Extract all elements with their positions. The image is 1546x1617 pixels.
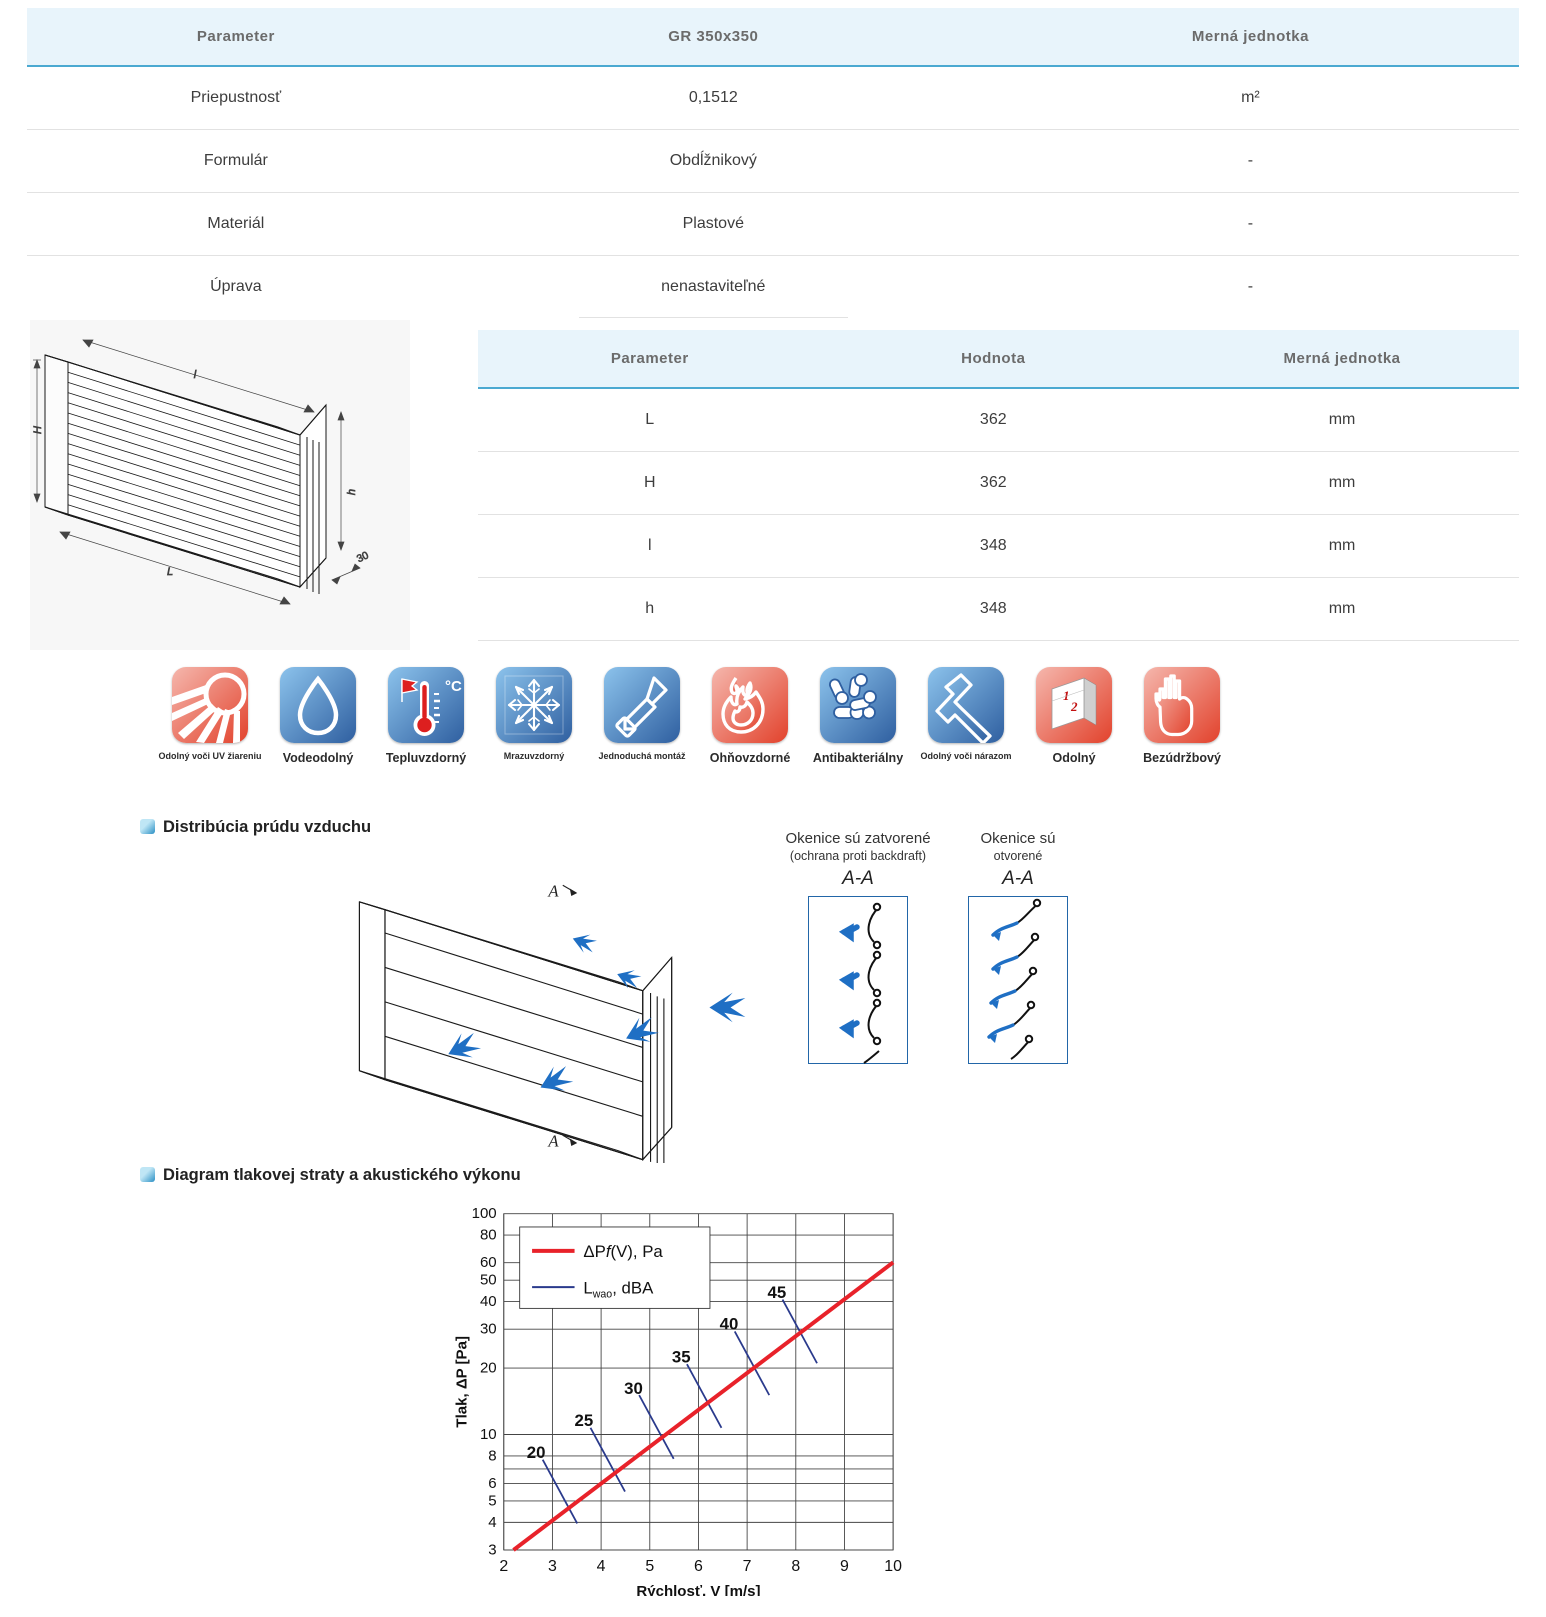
svg-text:5: 5 [488,1492,496,1509]
svg-text:50: 50 [480,1272,497,1289]
svg-text:4: 4 [597,1558,606,1575]
svg-text:2: 2 [1070,699,1078,714]
svg-text:10: 10 [884,1558,902,1575]
svg-text:8: 8 [488,1447,496,1464]
svg-text:4: 4 [488,1514,496,1531]
svg-text:60: 60 [480,1254,497,1271]
svg-text:20: 20 [527,1443,546,1462]
svg-text:8: 8 [791,1558,800,1575]
svg-text:40: 40 [720,1315,739,1334]
svg-text:80: 80 [480,1227,497,1244]
svg-text:6: 6 [488,1475,496,1492]
svg-text:7: 7 [743,1558,752,1575]
svg-text:5: 5 [645,1558,654,1575]
svg-text:ΔPf(V), Pa: ΔPf(V), Pa [583,1242,663,1261]
svg-text:H: H [32,426,44,434]
svg-text:20: 20 [480,1359,497,1376]
svg-text:35: 35 [672,1347,691,1366]
svg-text:3: 3 [548,1558,557,1575]
svg-text:3: 3 [488,1541,496,1558]
svg-text:10: 10 [480,1426,497,1443]
svg-text:30: 30 [480,1321,497,1338]
svg-text:9: 9 [840,1558,849,1575]
svg-text:Tlak, ΔP [Pa]: Tlak, ΔP [Pa] [454,1336,471,1428]
svg-text:2: 2 [499,1558,508,1575]
svg-text:25: 25 [575,1411,594,1430]
svg-text:30: 30 [355,549,371,565]
svg-text:A: A [547,1131,559,1150]
svg-text:Rýchlosť, V [m/s]: Rýchlosť, V [m/s] [636,1583,760,1596]
svg-text:6: 6 [694,1558,703,1575]
svg-text:100: 100 [472,1205,497,1222]
svg-text:30: 30 [624,1379,643,1398]
svg-text:A: A [547,881,559,900]
svg-text:45: 45 [767,1283,786,1302]
svg-text:h: h [346,489,358,495]
svg-text:°C: °C [445,678,462,695]
svg-text:L: L [167,566,173,578]
svg-text:40: 40 [480,1293,497,1310]
